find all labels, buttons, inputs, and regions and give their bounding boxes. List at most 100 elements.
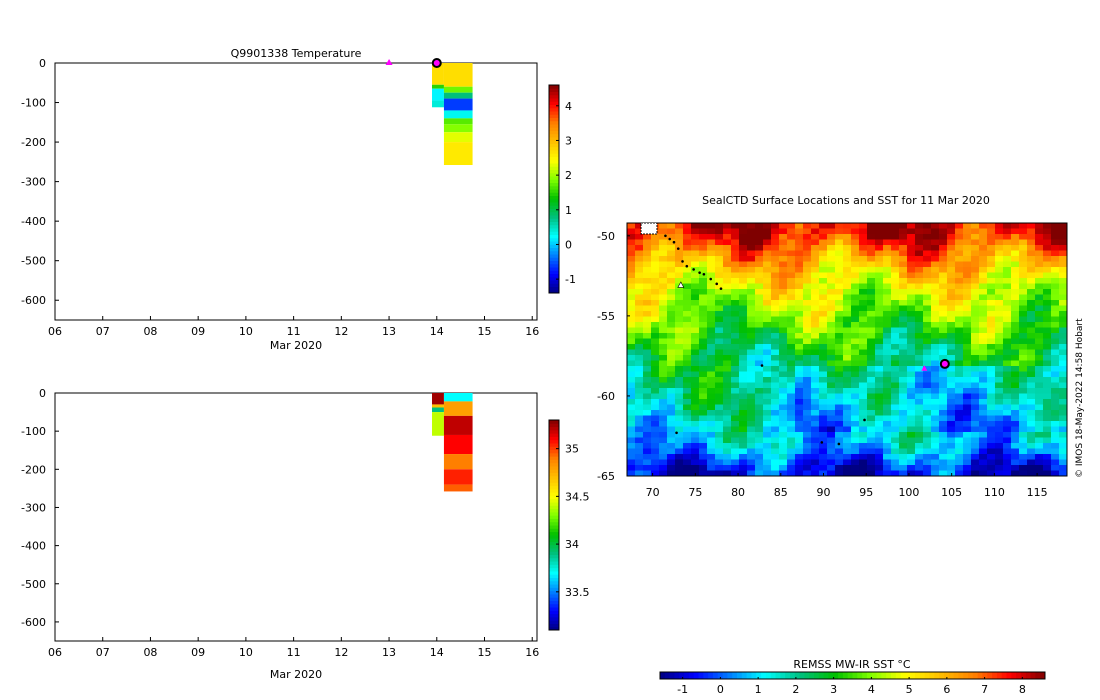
sst-cell xyxy=(643,344,652,350)
sst-cell xyxy=(971,272,980,279)
sst-cell xyxy=(939,283,948,290)
sst-cell xyxy=(787,250,796,257)
sst-cell xyxy=(867,267,876,273)
sst-cell xyxy=(907,459,916,466)
sst-cell xyxy=(739,283,748,290)
sst-cell xyxy=(811,300,820,306)
sst-cell xyxy=(739,333,748,339)
sst-cell xyxy=(715,448,724,455)
sst-cell xyxy=(1019,338,1028,345)
sst-cell xyxy=(819,327,828,334)
sst-cell xyxy=(1051,371,1060,378)
sst-cell xyxy=(939,371,948,378)
sst-cell xyxy=(827,448,836,455)
sst-cell xyxy=(683,300,692,306)
sst-cell xyxy=(1003,448,1012,455)
sst-cell xyxy=(899,415,908,422)
sst-cell xyxy=(995,300,1004,306)
sst-cell xyxy=(875,239,884,246)
sst-cell xyxy=(1059,338,1067,345)
sst-cell xyxy=(1011,421,1020,427)
sst-cell xyxy=(955,404,964,411)
sst-cell xyxy=(715,393,724,400)
sst-cell xyxy=(1051,272,1060,279)
sst-cell xyxy=(915,399,924,405)
sst-cell xyxy=(747,256,756,262)
sst-cell xyxy=(715,371,724,378)
sst-cell xyxy=(851,267,860,273)
sst-cell xyxy=(715,410,724,416)
sst-cell xyxy=(1051,432,1060,438)
colorbar-segment xyxy=(549,124,559,128)
sst-cell xyxy=(851,454,860,460)
sst-cell xyxy=(1003,371,1012,378)
sst-cell xyxy=(859,322,868,328)
sst-cell xyxy=(1003,311,1012,317)
sst-cell xyxy=(643,294,652,301)
sst-colorbar-segment xyxy=(939,672,945,679)
sst-cell xyxy=(819,377,828,383)
sst-cell xyxy=(899,465,908,471)
sst-cell xyxy=(923,333,932,339)
sst-cell xyxy=(883,410,892,416)
sst-cell xyxy=(875,426,884,433)
sst-cell xyxy=(995,267,1004,273)
sst-cell xyxy=(667,410,676,416)
sst-cell xyxy=(819,228,828,235)
sst-cell xyxy=(987,448,996,455)
sst-colorbar-segment xyxy=(732,672,738,679)
sst-cell xyxy=(1027,294,1036,301)
sst-cell xyxy=(835,234,844,240)
sst-cell xyxy=(747,470,756,476)
track-point xyxy=(702,272,706,276)
sst-cell xyxy=(739,305,748,312)
sst-cell xyxy=(819,305,828,312)
colorbar-segment xyxy=(549,169,559,174)
sst-cell xyxy=(859,333,868,339)
sst-colorbar-segment xyxy=(1001,672,1007,679)
sst-cell xyxy=(819,399,828,405)
sst-cell xyxy=(971,278,980,284)
map-y-tick-label: -60 xyxy=(597,390,615,403)
sst-cell xyxy=(635,426,644,433)
sst-map-title: SealCTD Surface Locations and SST for 11… xyxy=(702,194,990,207)
sst-cell xyxy=(683,382,692,389)
sst-cell xyxy=(723,443,732,449)
sst-cell xyxy=(795,305,804,312)
sst-cell xyxy=(731,311,740,317)
sst-cell xyxy=(1035,256,1044,262)
sst-cell xyxy=(867,470,876,476)
sst-cell xyxy=(875,283,884,290)
sst-cell xyxy=(1019,256,1028,262)
sst-cell xyxy=(635,311,644,317)
sst-cell xyxy=(627,399,636,405)
sst-colorbar-segment xyxy=(871,672,878,679)
sst-cell xyxy=(835,355,844,361)
colorbar-segment xyxy=(549,547,559,552)
sst-colorbar-segment xyxy=(679,672,685,679)
sst-cell xyxy=(1043,272,1052,279)
sst-cell xyxy=(1043,300,1052,306)
sst-colorbar-tick-label: 2 xyxy=(792,683,799,696)
sst-cell xyxy=(867,338,876,345)
profile-0-layer-3 xyxy=(432,412,444,436)
sst-cell xyxy=(899,421,908,427)
colorbar-segment xyxy=(549,472,559,477)
sst-cell xyxy=(747,245,756,251)
sst-cell xyxy=(763,426,772,433)
sst-cell xyxy=(803,278,812,284)
track-point xyxy=(685,264,689,268)
sst-cell xyxy=(923,393,932,400)
sst-cell xyxy=(995,459,1004,466)
sst-cell xyxy=(707,338,716,345)
sst-cell xyxy=(1011,283,1020,290)
sst-cell xyxy=(699,454,708,460)
sst-cell xyxy=(867,327,876,334)
sst-cell xyxy=(971,399,980,405)
sst-cell xyxy=(827,360,836,367)
sst-cell xyxy=(1043,437,1052,444)
sst-cell xyxy=(1059,223,1067,229)
sst-cell xyxy=(707,465,716,471)
sst-cell xyxy=(1019,322,1028,328)
sst-cell xyxy=(771,349,780,356)
